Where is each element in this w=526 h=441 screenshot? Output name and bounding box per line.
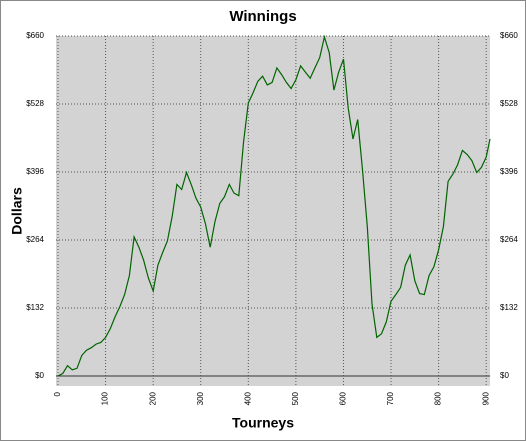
- y2-tick-label: $264: [500, 235, 518, 244]
- x-tick-label: 200: [148, 391, 157, 405]
- x-tick-label: 900: [481, 391, 490, 405]
- x-tick-label: 700: [386, 391, 395, 405]
- y-tick-label: $396: [26, 167, 44, 176]
- x-tick-label: 300: [196, 391, 205, 405]
- x-axis-label: Tourneys: [232, 415, 294, 431]
- chart-title: Winnings: [229, 8, 296, 25]
- y2-tick-label: $132: [500, 303, 518, 312]
- y2-tick-label: $528: [500, 99, 518, 108]
- y-tick-label: $0: [35, 371, 44, 380]
- x-tick-label: 800: [434, 391, 443, 405]
- plot-area: [56, 36, 490, 386]
- y2-tick-label: $660: [500, 31, 518, 40]
- x-tick-label: 400: [243, 391, 252, 405]
- y-tick-label: $660: [26, 31, 44, 40]
- x-tick-label: 600: [339, 391, 348, 405]
- y-tick-label: $264: [26, 235, 44, 244]
- data-line: [57, 34, 491, 377]
- y2-tick-label: $0: [500, 371, 509, 380]
- y-tick-label: $132: [26, 303, 44, 312]
- y-tick-label: $528: [26, 99, 44, 108]
- x-tick-label: 0: [53, 391, 62, 396]
- y2-tick-label: $396: [500, 167, 518, 176]
- x-tick-label: 100: [101, 391, 110, 405]
- x-tick-label: 500: [291, 391, 300, 405]
- y-axis-label: Dollars: [9, 187, 25, 235]
